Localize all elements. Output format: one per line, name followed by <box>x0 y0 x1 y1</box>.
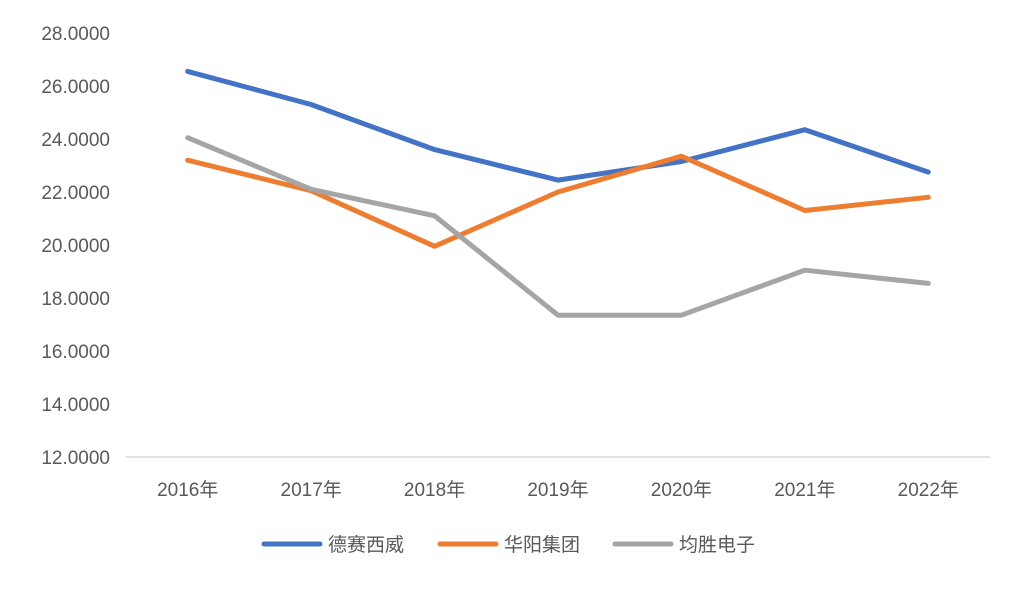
x-tick-label: 2018年 <box>404 479 465 501</box>
legend-label: 均胜电子 <box>679 534 755 556</box>
y-tick-label: 12.0000 <box>41 448 110 469</box>
y-tick-label: 26.0000 <box>41 77 110 98</box>
y-tick-label: 14.0000 <box>41 395 110 416</box>
x-tick-label: 2021年 <box>774 479 835 501</box>
series-line-2 <box>185 153 931 249</box>
x-tick-label: 2020年 <box>651 479 712 501</box>
legend-label: 华阳集团 <box>504 534 580 556</box>
series-line-1 <box>185 68 931 183</box>
legend: 德赛西威 华阳集团 均胜电子 <box>261 534 755 556</box>
y-tick-label: 22.0000 <box>41 183 110 204</box>
y-tick-label: 24.0000 <box>41 130 110 151</box>
x-tick-label: 2017年 <box>281 479 342 501</box>
y-tick-label: 18.0000 <box>41 289 110 310</box>
x-tick-label: 2016年 <box>157 479 218 501</box>
series-line-3 <box>185 135 931 318</box>
legend-label: 德赛西威 <box>328 534 404 556</box>
y-axis: 12.0000 14.0000 16.0000 18.0000 20.0000 22.00… <box>41 24 110 469</box>
y-tick-label: 20.0000 <box>41 236 110 257</box>
y-tick-label: 28.0000 <box>41 24 110 45</box>
x-tick-label: 2019年 <box>527 479 588 501</box>
x-axis: 2016年 2017年 2018年 2019年 2020年 2021年 2022年 <box>157 479 959 501</box>
y-tick-label: 16.0000 <box>41 342 110 363</box>
x-tick-label: 2022年 <box>898 479 959 501</box>
series-lines <box>185 68 931 318</box>
